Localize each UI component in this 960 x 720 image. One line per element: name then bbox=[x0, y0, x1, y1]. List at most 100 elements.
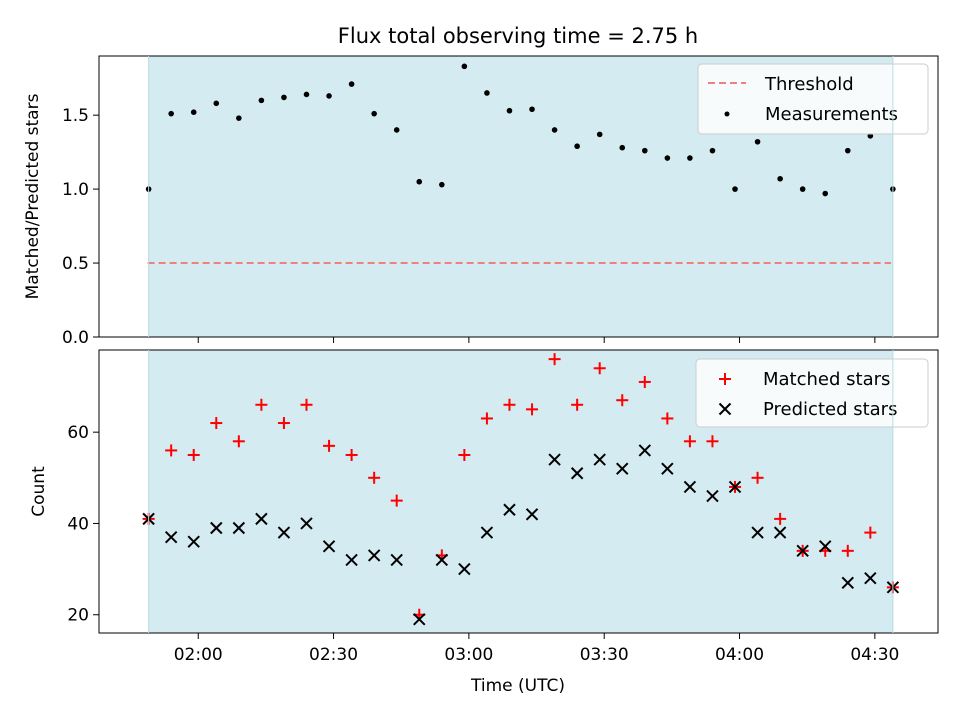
predicted-point bbox=[187, 535, 200, 548]
predicted-point bbox=[480, 526, 494, 539]
bottom-y-ticks: 20 40 60 bbox=[67, 423, 99, 626]
predicted-point bbox=[210, 521, 223, 535]
legend-x-marker bbox=[718, 402, 732, 416]
y-tick-label: 60 bbox=[67, 423, 89, 443]
matched-point bbox=[345, 448, 358, 461]
matched-point bbox=[548, 353, 561, 366]
matched-point bbox=[683, 435, 696, 448]
bottom-legend: Matched stars Predicted stars bbox=[695, 358, 929, 428]
matched-point bbox=[503, 398, 516, 411]
chart-title: Flux total observing time = 2.75 h bbox=[338, 24, 698, 48]
measurement-point bbox=[439, 181, 445, 188]
matched-point bbox=[255, 398, 268, 411]
matched-point bbox=[593, 362, 606, 375]
predicted-point bbox=[683, 480, 697, 494]
measurement-point bbox=[168, 110, 174, 117]
measurement-point bbox=[822, 190, 829, 197]
matched-point bbox=[706, 435, 719, 448]
matched-point bbox=[458, 448, 471, 461]
legend-measurements-label: Measurements bbox=[765, 104, 898, 125]
bottom-plot-frame bbox=[98, 349, 939, 634]
predicted-point bbox=[841, 576, 854, 589]
x-tick-label: 02:00 bbox=[174, 645, 223, 665]
measurement-point bbox=[258, 97, 265, 104]
measurement-point bbox=[619, 144, 626, 151]
matched-point bbox=[300, 398, 313, 411]
matched-point bbox=[210, 417, 223, 430]
predicted-point bbox=[661, 462, 674, 475]
legend-measurements-swatch bbox=[724, 111, 730, 117]
top-plot-frame bbox=[98, 55, 939, 338]
matched-point bbox=[368, 471, 381, 484]
matched-point bbox=[232, 435, 245, 448]
predicted-points bbox=[142, 444, 900, 626]
predicted-point bbox=[367, 549, 381, 562]
measurement-point bbox=[213, 100, 220, 107]
legend-matched-label: Matched stars bbox=[763, 369, 890, 390]
matched-point bbox=[661, 412, 674, 425]
measurement-point bbox=[371, 110, 377, 117]
bottom-x-ticks: 02:00 02:30 03:00 03:30 04:00 04:30 bbox=[174, 633, 899, 665]
measurement-point bbox=[596, 131, 603, 138]
y-tick-label: 1.5 bbox=[62, 106, 89, 126]
predicted-point bbox=[864, 572, 877, 585]
measurement-point bbox=[799, 186, 806, 192]
predicted-point bbox=[751, 526, 764, 539]
predicted-point bbox=[503, 503, 516, 516]
legend-threshold-label: Threshold bbox=[764, 74, 854, 95]
legend-predicted-label: Predicted stars bbox=[763, 399, 897, 420]
measurement-point bbox=[416, 178, 423, 185]
top-legend: Threshold Measurements bbox=[697, 63, 929, 135]
matched-point bbox=[571, 398, 584, 411]
measurement-point bbox=[754, 138, 761, 145]
predicted-point bbox=[638, 444, 652, 457]
predicted-point bbox=[548, 453, 561, 466]
predicted-point bbox=[458, 562, 471, 576]
measurement-point bbox=[664, 155, 671, 161]
predicted-point bbox=[345, 553, 358, 567]
x-axis-label: Time (UTC) bbox=[470, 676, 565, 696]
measurement-point bbox=[236, 115, 242, 121]
matched-point bbox=[165, 444, 178, 457]
predicted-point bbox=[322, 540, 336, 553]
matched-point bbox=[751, 471, 764, 484]
x-tick-label: 04:30 bbox=[850, 645, 899, 665]
measurement-point bbox=[551, 127, 558, 133]
top-panel: 0.0 0.5 1.0 1.5 Matched/Predicted stars Thr… bbox=[23, 55, 939, 348]
y-tick-label: 1.0 bbox=[62, 180, 89, 200]
x-tick-label: 04:00 bbox=[715, 645, 764, 665]
matched-point bbox=[323, 439, 336, 452]
bottom-legend-box bbox=[695, 358, 929, 428]
predicted-point bbox=[390, 553, 403, 567]
top-legend-box bbox=[697, 63, 929, 135]
matched-point bbox=[390, 494, 403, 507]
measurement-point bbox=[393, 127, 400, 133]
predicted-point bbox=[164, 530, 178, 544]
measurement-point bbox=[732, 186, 738, 192]
matched-point bbox=[864, 526, 877, 539]
predicted-point bbox=[728, 480, 742, 494]
matched-point bbox=[526, 403, 539, 416]
measurement-point bbox=[190, 109, 197, 115]
legend-plus-marker bbox=[719, 373, 731, 385]
measurement-point bbox=[777, 175, 783, 182]
y-tick-label: 20 bbox=[67, 606, 89, 626]
matched-point bbox=[638, 375, 651, 388]
bottom-y-axis-label: Count bbox=[29, 466, 49, 517]
measurement-point bbox=[303, 91, 310, 98]
predicted-point bbox=[593, 453, 606, 466]
predicted-point bbox=[435, 553, 449, 567]
bottom-panel: 20 40 60 02:00 02:30 03:00 03:30 04:00 04:30 Co… bbox=[29, 349, 939, 696]
measurement-point bbox=[484, 90, 490, 96]
measurement-points bbox=[145, 63, 896, 197]
top-y-axis-label: Matched/Predicted stars bbox=[23, 93, 43, 299]
x-tick-label: 03:30 bbox=[580, 645, 629, 665]
matched-point bbox=[187, 448, 200, 461]
y-tick-label: 40 bbox=[67, 514, 89, 534]
predicted-point bbox=[255, 512, 268, 526]
predicted-point bbox=[413, 613, 426, 626]
predicted-point bbox=[232, 521, 246, 535]
y-tick-label: 0.5 bbox=[62, 254, 89, 274]
predicted-point bbox=[616, 462, 629, 475]
